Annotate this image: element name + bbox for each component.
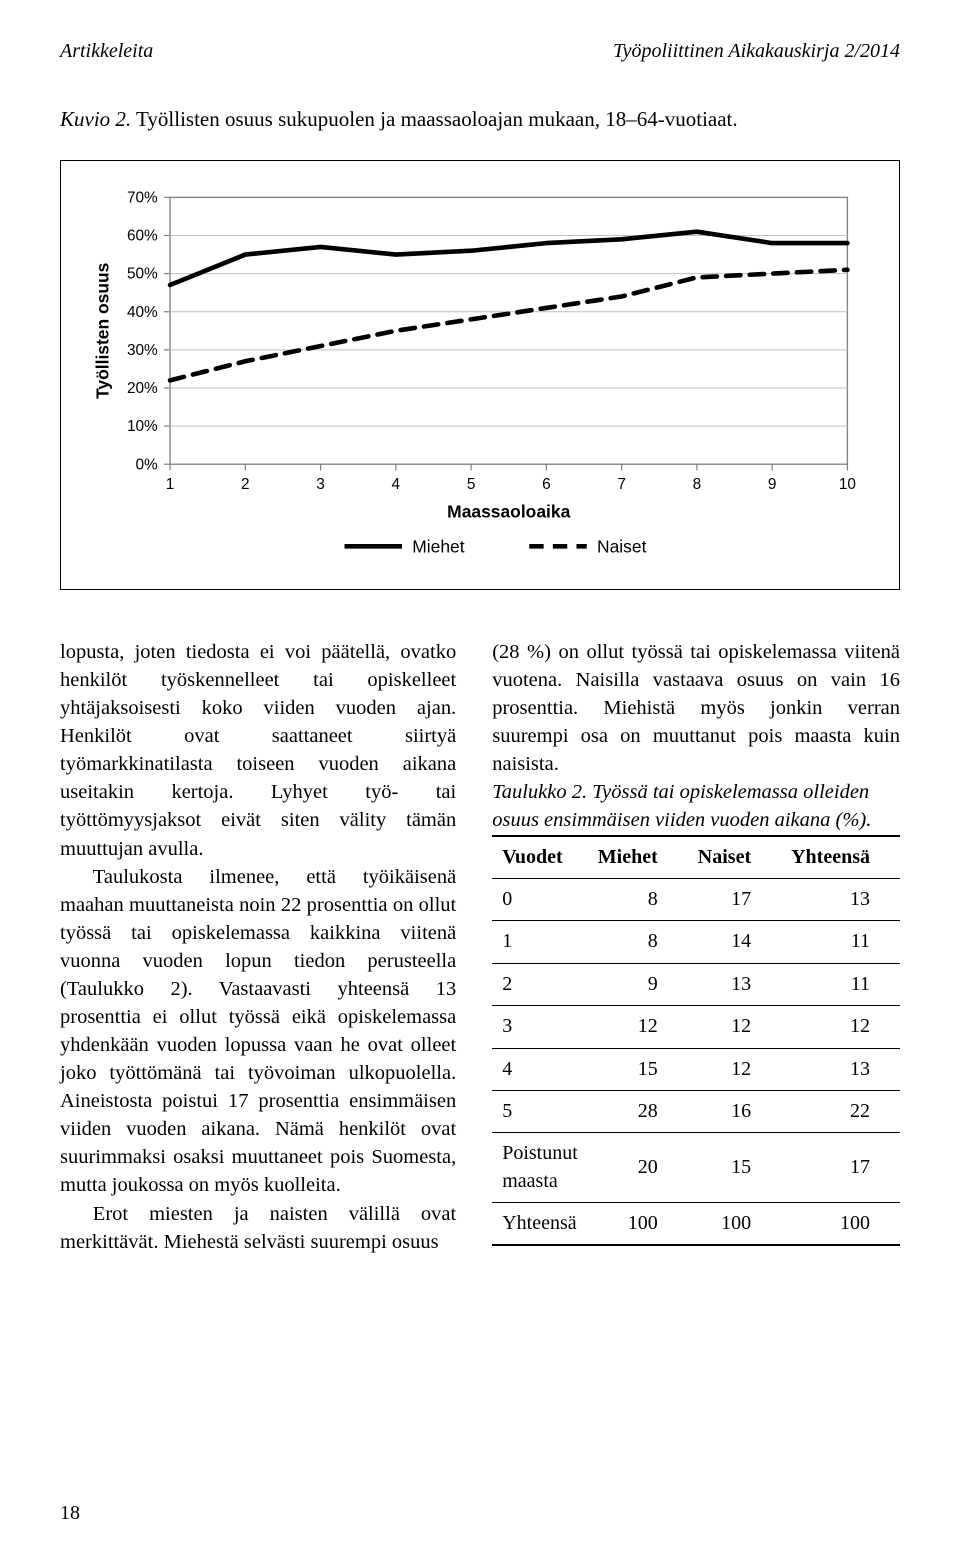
svg-text:10%: 10% xyxy=(127,418,158,435)
svg-text:60%: 60% xyxy=(127,228,158,245)
paragraph: Taulukosta ilmenee, että työikäisenä maa… xyxy=(60,863,456,1200)
table-cell: 12 xyxy=(688,1006,781,1048)
data-table: VuodetMiehetNaisetYhteensä 0817131814112… xyxy=(492,835,900,1247)
table-cell: 15 xyxy=(688,1133,781,1203)
table-cell: 13 xyxy=(781,1048,900,1090)
table-row: 291311 xyxy=(492,963,900,1005)
column-left: lopusta, joten tiedosta ei voi päätellä,… xyxy=(60,638,456,1256)
table-body: 081713181411291311312121241512135281622P… xyxy=(492,878,900,1245)
paragraph: Erot miesten ja naisten välillä ovat mer… xyxy=(60,1200,456,1256)
table-cell: 13 xyxy=(781,878,900,920)
column-right: (28 %) on ollut työssä tai opiskelemassa… xyxy=(492,638,900,1256)
table-header-cell: Vuodet xyxy=(492,836,588,879)
table-row: 4151213 xyxy=(492,1048,900,1090)
table-row: 3121212 xyxy=(492,1006,900,1048)
svg-text:50%: 50% xyxy=(127,266,158,283)
svg-text:Työllisten osuus: Työllisten osuus xyxy=(92,263,112,399)
svg-text:6: 6 xyxy=(542,476,551,493)
table-header-cell: Yhteensä xyxy=(781,836,900,879)
svg-text:30%: 30% xyxy=(127,342,158,359)
svg-text:5: 5 xyxy=(467,476,476,493)
table-header-cell: Miehet xyxy=(588,836,688,879)
table-cell: 8 xyxy=(588,878,688,920)
table-row: 181411 xyxy=(492,921,900,963)
header-left: Artikkeleita xyxy=(60,40,153,63)
table-cell: 12 xyxy=(781,1006,900,1048)
svg-text:1: 1 xyxy=(166,476,175,493)
table-cell: 17 xyxy=(781,1133,900,1203)
table-row: Yhteensä100100100 xyxy=(492,1203,900,1246)
paragraph: lopusta, joten tiedosta ei voi päätellä,… xyxy=(60,638,456,863)
table-cell: 9 xyxy=(588,963,688,1005)
table-cell: 2 xyxy=(492,963,588,1005)
table-cell: 17 xyxy=(688,878,781,920)
table-cell: Yhteensä xyxy=(492,1203,588,1246)
table-row: 5281622 xyxy=(492,1090,900,1132)
table-cell: 5 xyxy=(492,1090,588,1132)
svg-text:9: 9 xyxy=(768,476,777,493)
table-cell: 12 xyxy=(588,1006,688,1048)
table-cell: 100 xyxy=(688,1203,781,1246)
figure-caption: Kuvio 2. Työllisten osuus sukupuolen ja … xyxy=(60,107,900,132)
svg-text:4: 4 xyxy=(392,476,401,493)
svg-text:2: 2 xyxy=(241,476,250,493)
paragraph: (28 %) on ollut työssä tai opiskelemassa… xyxy=(492,638,900,778)
svg-text:7: 7 xyxy=(617,476,626,493)
svg-text:70%: 70% xyxy=(127,190,158,207)
table-cell: 0 xyxy=(492,878,588,920)
table-cell: 11 xyxy=(781,963,900,1005)
page-number: 18 xyxy=(60,1502,80,1525)
svg-text:Maassaoloaika: Maassaoloaika xyxy=(447,502,570,522)
table-cell: 14 xyxy=(688,921,781,963)
table-cell: 100 xyxy=(588,1203,688,1246)
table-cell: 15 xyxy=(588,1048,688,1090)
table-caption: Taulukko 2. Työssä tai opiskelemassa oll… xyxy=(492,778,900,834)
table-row: 081713 xyxy=(492,878,900,920)
table-cell: 28 xyxy=(588,1090,688,1132)
svg-text:20%: 20% xyxy=(127,380,158,397)
figure-caption-text: Työllisten osuus sukupuolen ja maassaolo… xyxy=(136,107,738,131)
line-chart: 0% 10% 20% 30% 40% 50% 60% 70% 1 2 3 4 5 6 7 8 9 10 Työlli… xyxy=(60,160,900,590)
table-header-row: VuodetMiehetNaisetYhteensä xyxy=(492,836,900,879)
svg-text:Naiset: Naiset xyxy=(597,536,647,556)
table-cell: 4 xyxy=(492,1048,588,1090)
table-header-cell: Naiset xyxy=(688,836,781,879)
svg-text:10: 10 xyxy=(839,476,856,493)
figure-label: Kuvio 2. xyxy=(60,107,131,131)
table-cell: 8 xyxy=(588,921,688,963)
table-cell: 16 xyxy=(688,1090,781,1132)
table-cell: Poistunut maasta xyxy=(492,1133,588,1203)
table-cell: 12 xyxy=(688,1048,781,1090)
running-header: Artikkeleita Työpoliittinen Aikakauskirj… xyxy=(60,40,900,63)
table-cell: 100 xyxy=(781,1203,900,1246)
svg-text:40%: 40% xyxy=(127,304,158,321)
body-columns: lopusta, joten tiedosta ei voi päätellä,… xyxy=(60,638,900,1256)
table-cell: 3 xyxy=(492,1006,588,1048)
svg-text:3: 3 xyxy=(316,476,325,493)
svg-text:8: 8 xyxy=(693,476,702,493)
table-cell: 20 xyxy=(588,1133,688,1203)
header-right: Työpoliittinen Aikakauskirja 2/2014 xyxy=(613,40,900,63)
table-row: Poistunut maasta201517 xyxy=(492,1133,900,1203)
svg-text:Miehet: Miehet xyxy=(412,536,464,556)
table-cell: 22 xyxy=(781,1090,900,1132)
svg-text:0%: 0% xyxy=(136,456,159,473)
table-cell: 1 xyxy=(492,921,588,963)
table-cell: 11 xyxy=(781,921,900,963)
table-cell: 13 xyxy=(688,963,781,1005)
